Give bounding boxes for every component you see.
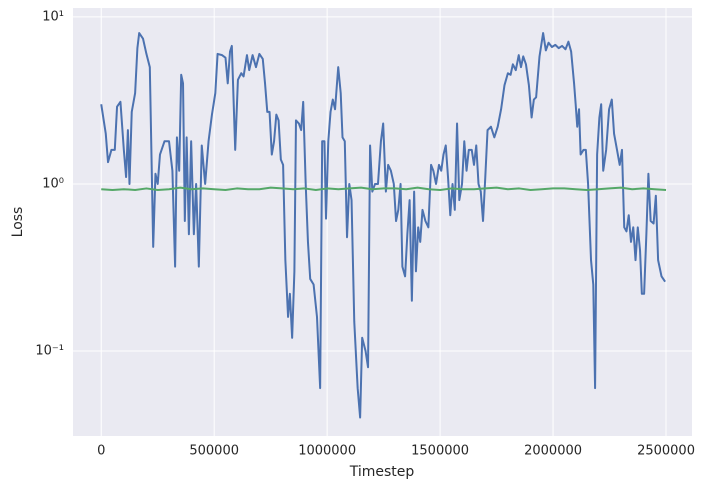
plot-area bbox=[73, 8, 692, 436]
x-tick-label: 1000000 bbox=[298, 444, 356, 459]
y-tick-label: 10⁰ bbox=[42, 176, 64, 191]
x-tick-label: 1500000 bbox=[411, 444, 469, 459]
x-tick-label: 0 bbox=[97, 444, 105, 459]
x-axis-label: Timestep bbox=[349, 464, 415, 480]
line-series bbox=[100, 32, 666, 419]
y-tick-label: 10⁻¹ bbox=[35, 344, 64, 359]
y-axis-label: Loss bbox=[10, 207, 26, 238]
line-series bbox=[101, 186, 667, 191]
x-tick-label: 500000 bbox=[189, 444, 239, 459]
y-tick-label: 10¹ bbox=[42, 9, 64, 24]
x-tick-label: 2500000 bbox=[637, 444, 695, 459]
x-tick-label: 2000000 bbox=[524, 444, 582, 459]
